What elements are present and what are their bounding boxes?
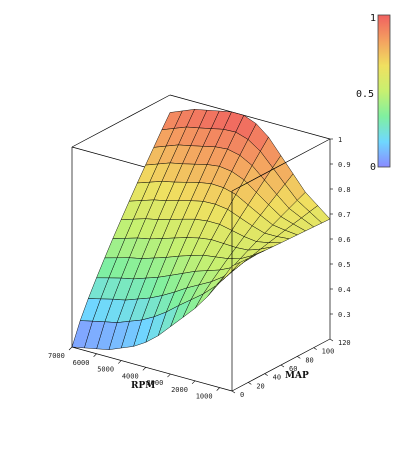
y-tick-label: 120: [338, 339, 351, 347]
z-tick-label: 0.4: [338, 286, 351, 294]
z-tick-label: 0.3: [338, 311, 351, 319]
y-tick-mark: [280, 364, 285, 368]
x-tick-mark: [142, 367, 147, 371]
box-edge: [71, 346, 233, 392]
x-tick-label: 6000: [73, 359, 90, 367]
y-tick-mark: [264, 373, 268, 376]
x-tick-label: 4000: [122, 372, 139, 380]
y-tick-label: 60: [289, 365, 297, 373]
x-tick-mark: [118, 360, 122, 364]
x-tick-mark: [93, 353, 97, 357]
y-axis-title: MAP: [285, 371, 309, 381]
x-tick-mark: [68, 346, 73, 351]
x-tick-mark: [191, 380, 196, 385]
z-tick-label: 0.8: [338, 186, 351, 194]
y-tick-label: 0: [240, 391, 244, 399]
y-tick-mark: [313, 347, 317, 350]
surface-mesh: [71, 109, 331, 350]
y-tick-label: 20: [256, 382, 264, 390]
z-tick-label: 1: [338, 136, 342, 144]
z-tick-label: 0.6: [338, 236, 351, 244]
x-tick-label: 1000: [196, 393, 213, 401]
colorbar-max-label: 1: [370, 13, 376, 24]
x-tick-label: 7000: [48, 352, 65, 360]
x-axis-title: RPM: [131, 381, 155, 391]
z-tick-label: 0.5: [338, 261, 351, 269]
x-tick-label: 3000: [146, 379, 163, 387]
box-edge: [169, 94, 331, 140]
y-tick-mark: [248, 382, 252, 385]
y-tick-mark: [329, 338, 334, 342]
x-tick-label: 5000: [97, 366, 114, 374]
colorbar: [377, 14, 391, 168]
y-tick-mark: [231, 390, 236, 394]
z-tick-label: 0.9: [338, 161, 351, 169]
y-tick-label: 100: [322, 348, 335, 356]
box-edge: [71, 94, 171, 148]
y-tick-label: 80: [305, 356, 313, 364]
colorbar-min-label: 0: [370, 162, 376, 173]
box-edge: [231, 138, 331, 192]
z-tick-label: 0.7: [338, 211, 351, 219]
x-tick-mark: [167, 373, 171, 378]
y-tick-mark: [297, 356, 301, 359]
surface-cell: [71, 320, 93, 349]
y-tick-label: 40: [273, 374, 281, 382]
colorbar-mid-label: 0.5: [356, 89, 374, 100]
axis-ticks: 7000 6000 5000 4000 3000 2000 1000 0 20 40 60 80 100…: [48, 136, 351, 401]
x-tick-mark: [216, 387, 220, 391]
x-tick-label: 2000: [171, 386, 188, 394]
